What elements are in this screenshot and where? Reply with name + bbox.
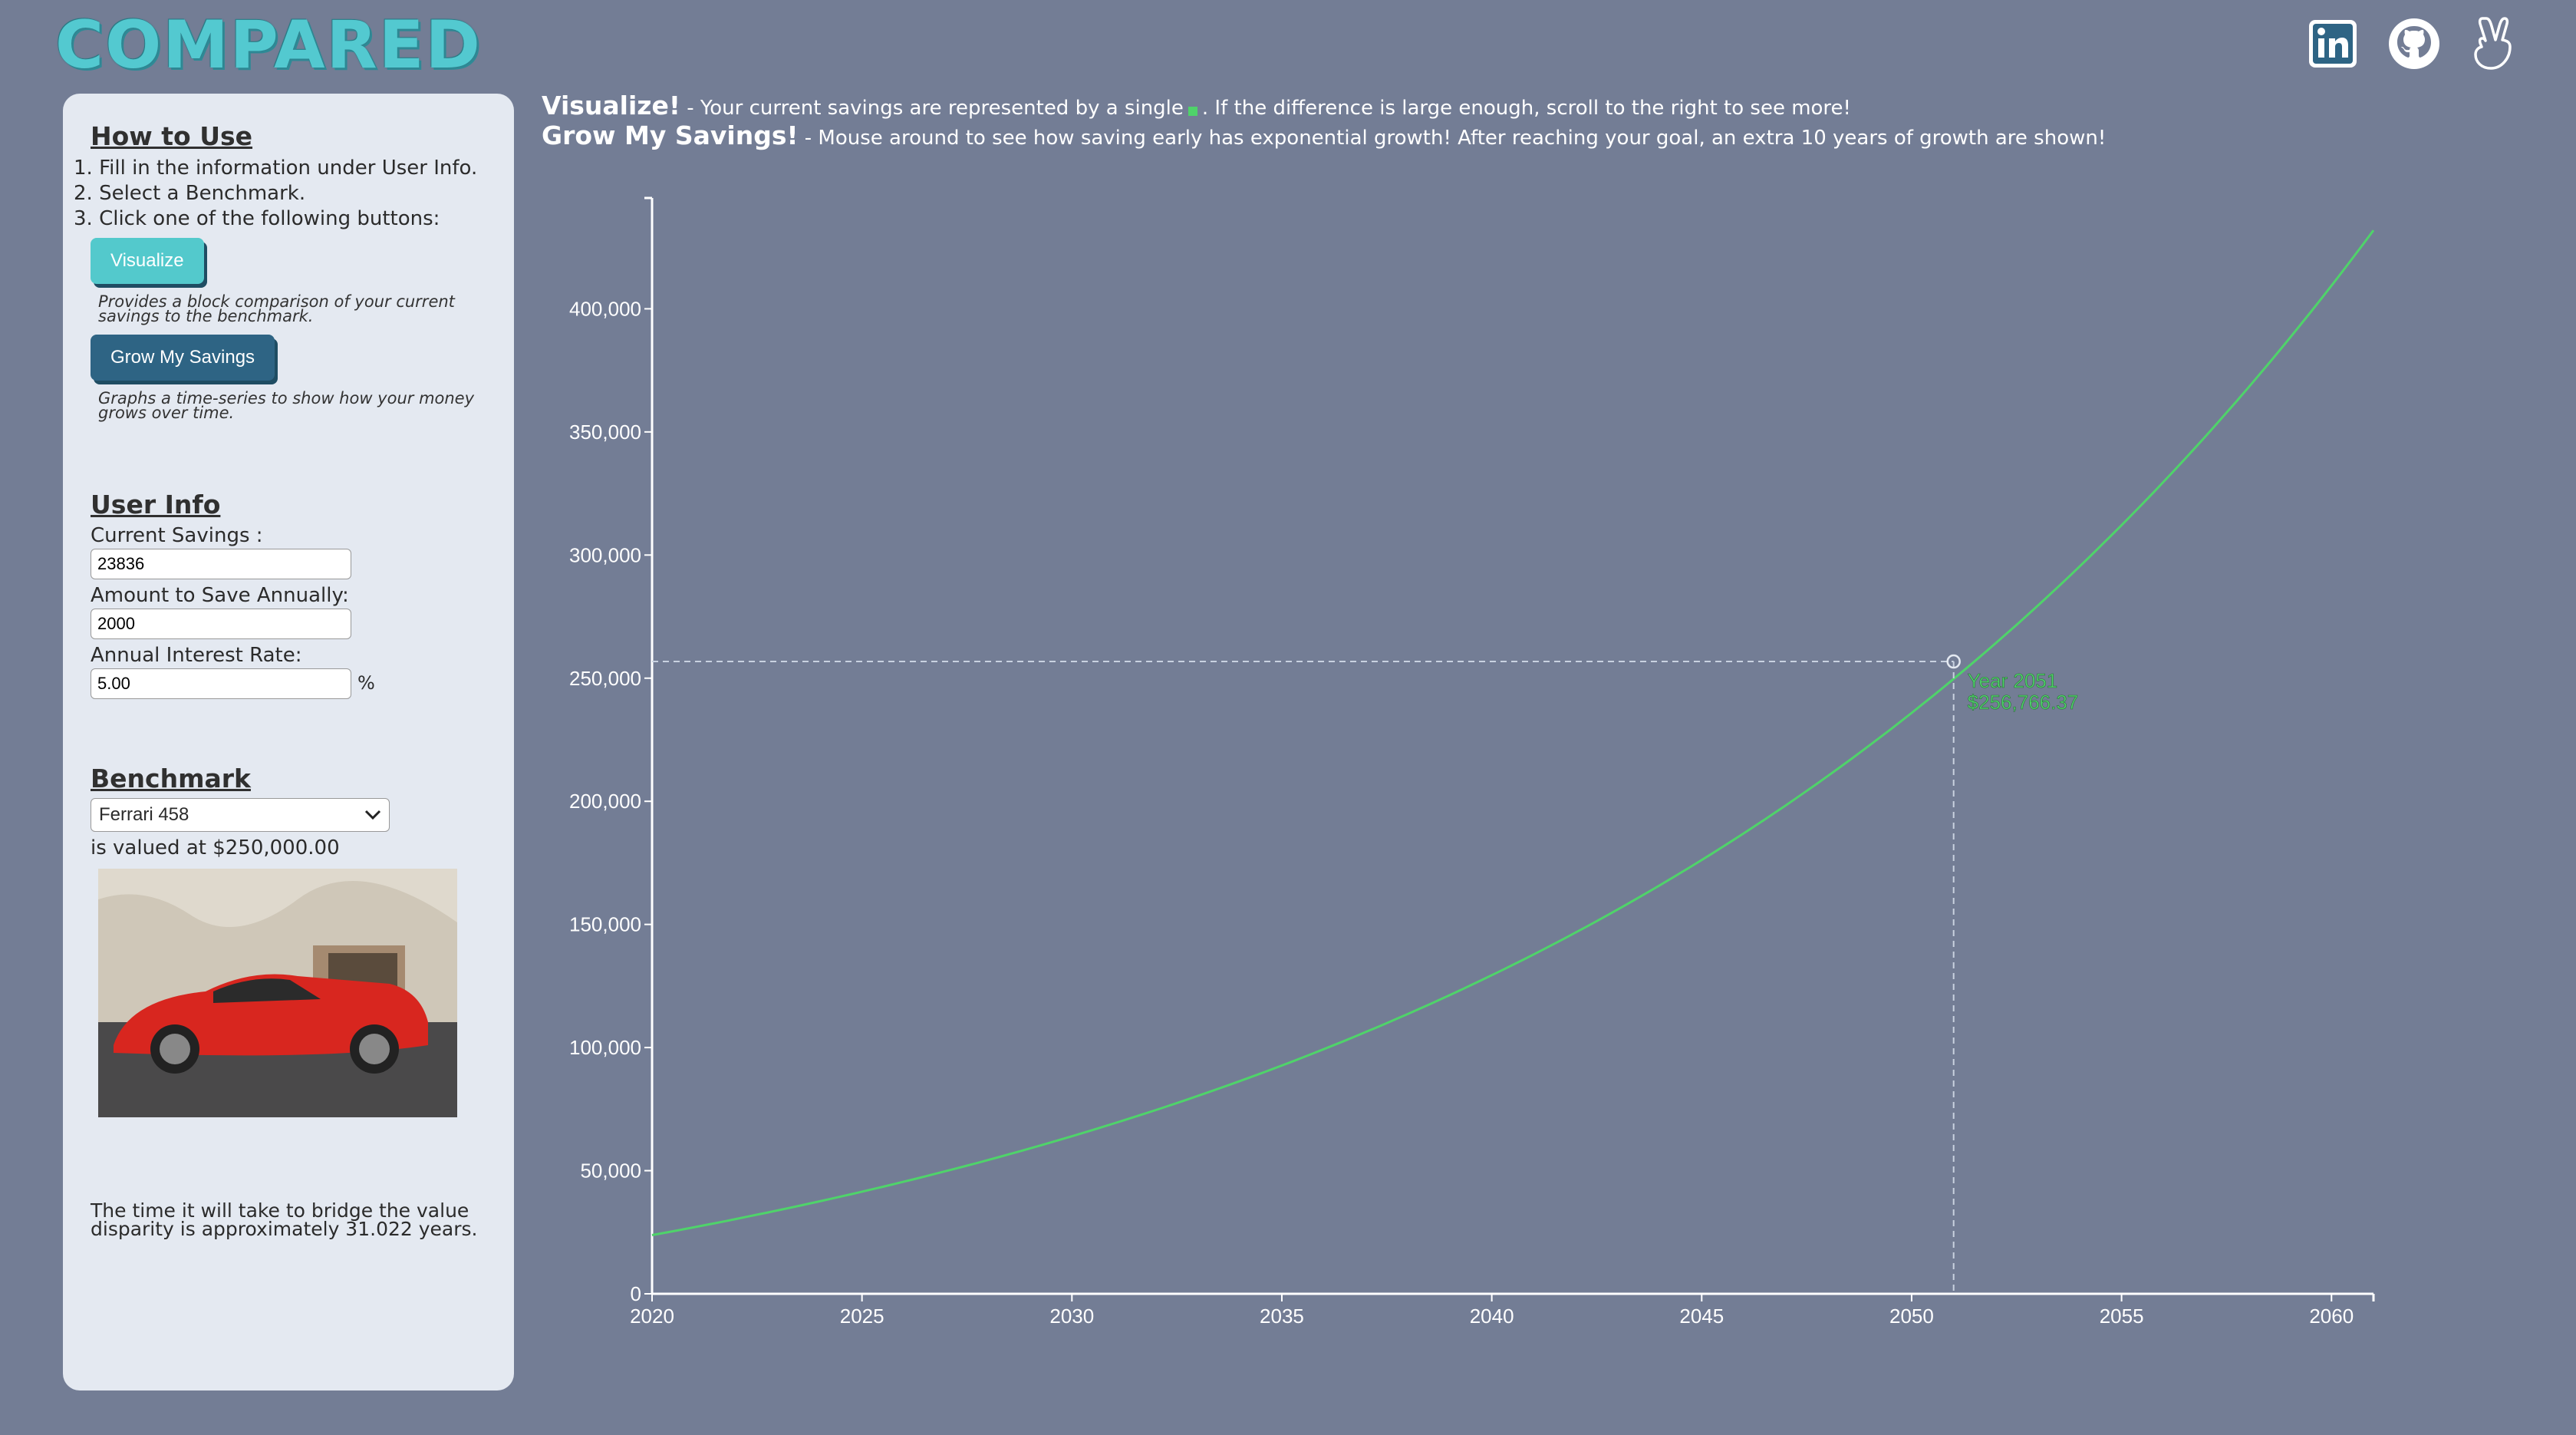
visualize-instruction: Visualize! - Your current savings are re…: [542, 91, 2536, 120]
how-to-title: How to Use: [91, 121, 253, 151]
disparity-text: The time it will take to bridge the valu…: [91, 1199, 478, 1240]
y-tick-label: 200,000: [569, 790, 641, 813]
current-savings-label: Current Savings :: [91, 524, 263, 547]
benchmark-select[interactable]: Ferrari 458: [91, 798, 390, 832]
benchmark-selected: Ferrari 458: [99, 804, 189, 825]
hover-year-label: Year 2051: [1968, 669, 2058, 692]
y-tick-label: 400,000: [569, 297, 641, 320]
current-savings-input[interactable]: [91, 549, 351, 579]
visualize-hint: Provides a block comparison of your curr…: [98, 292, 455, 325]
benchmark-image: [98, 869, 457, 1117]
x-tick-label: 2045: [1679, 1305, 1724, 1328]
annual-save-input[interactable]: [91, 609, 351, 639]
y-tick-label: 150,000: [569, 913, 641, 936]
interest-rate-label: Annual Interest Rate:: [91, 644, 302, 667]
hover-point: [1946, 654, 1961, 669]
x-tick-label: 2050: [1889, 1305, 1934, 1328]
x-tick-label: 2055: [2100, 1305, 2144, 1328]
chart-instructions: Visualize! - Your current savings are re…: [542, 91, 2536, 150]
y-tick-label: 250,000: [569, 667, 641, 690]
step-item: 1. Fill in the information under User In…: [74, 157, 478, 180]
y-tick-label: 100,000: [569, 1036, 641, 1059]
hover-value-label: $256,766.37: [1968, 691, 2079, 714]
visualize-instruction-title: Visualize!: [542, 91, 680, 120]
benchmark-value-text: is valued at $250,000.00: [91, 836, 340, 859]
x-tick-label: 2025: [840, 1305, 884, 1328]
step-item: 3. Click one of the following buttons:: [74, 207, 440, 230]
savings-block-swatch: [1188, 106, 1197, 116]
interest-rate-input[interactable]: [91, 668, 351, 699]
grow-savings-button[interactable]: Grow My Savings: [91, 335, 275, 381]
grow-hint: Graphs a time-series to show how your mo…: [98, 389, 475, 422]
app-logo: COMPARED: [55, 7, 482, 84]
x-tick-label: 2030: [1049, 1305, 1094, 1328]
grow-instruction-text: - Mouse around to see how saving early h…: [798, 127, 2107, 150]
linkedin-icon[interactable]: [2306, 15, 2360, 72]
x-tick-label: 2020: [630, 1305, 674, 1328]
growth-chart[interactable]: 2020 2025 2030 2035 2040 2045 2050 2055 2060 0 50,…: [537, 184, 2409, 1335]
benchmark-title: Benchmark: [91, 764, 251, 793]
grow-instruction: Grow My Savings! - Mouse around to see h…: [542, 120, 2536, 150]
social-links: [2306, 15, 2522, 72]
y-tick-label: 300,000: [569, 543, 641, 566]
sidebar-panel: How to Use 1. Fill in the information un…: [63, 94, 514, 1390]
step-item: 2. Select a Benchmark.: [74, 182, 306, 205]
x-tick-label: 2035: [1260, 1305, 1304, 1328]
annual-save-label: Amount to Save Annually:: [91, 584, 349, 607]
x-tick-label: 2040: [1470, 1305, 1514, 1328]
y-tick-label: 0: [631, 1282, 641, 1305]
angellist-icon[interactable]: [2469, 15, 2522, 72]
visualize-instruction-text-b: . If the difference is large enough, scr…: [1201, 97, 1851, 120]
how-to-steps: 1. Fill in the information under User In…: [74, 156, 486, 232]
percent-unit: %: [357, 672, 375, 694]
y-tick-label: 350,000: [569, 421, 641, 444]
visualize-button[interactable]: Visualize: [91, 238, 204, 284]
grow-instruction-title: Grow My Savings!: [542, 120, 799, 150]
user-info-title: User Info: [91, 490, 221, 520]
github-icon[interactable]: [2387, 15, 2441, 72]
savings-growth-line: [651, 229, 2375, 1236]
x-tick-label: 2060: [2309, 1305, 2354, 1328]
visualize-instruction-text-a: - Your current savings are represented b…: [680, 97, 1184, 120]
chevron-down-icon: [364, 804, 381, 826]
y-tick-label: 50,000: [580, 1160, 641, 1183]
